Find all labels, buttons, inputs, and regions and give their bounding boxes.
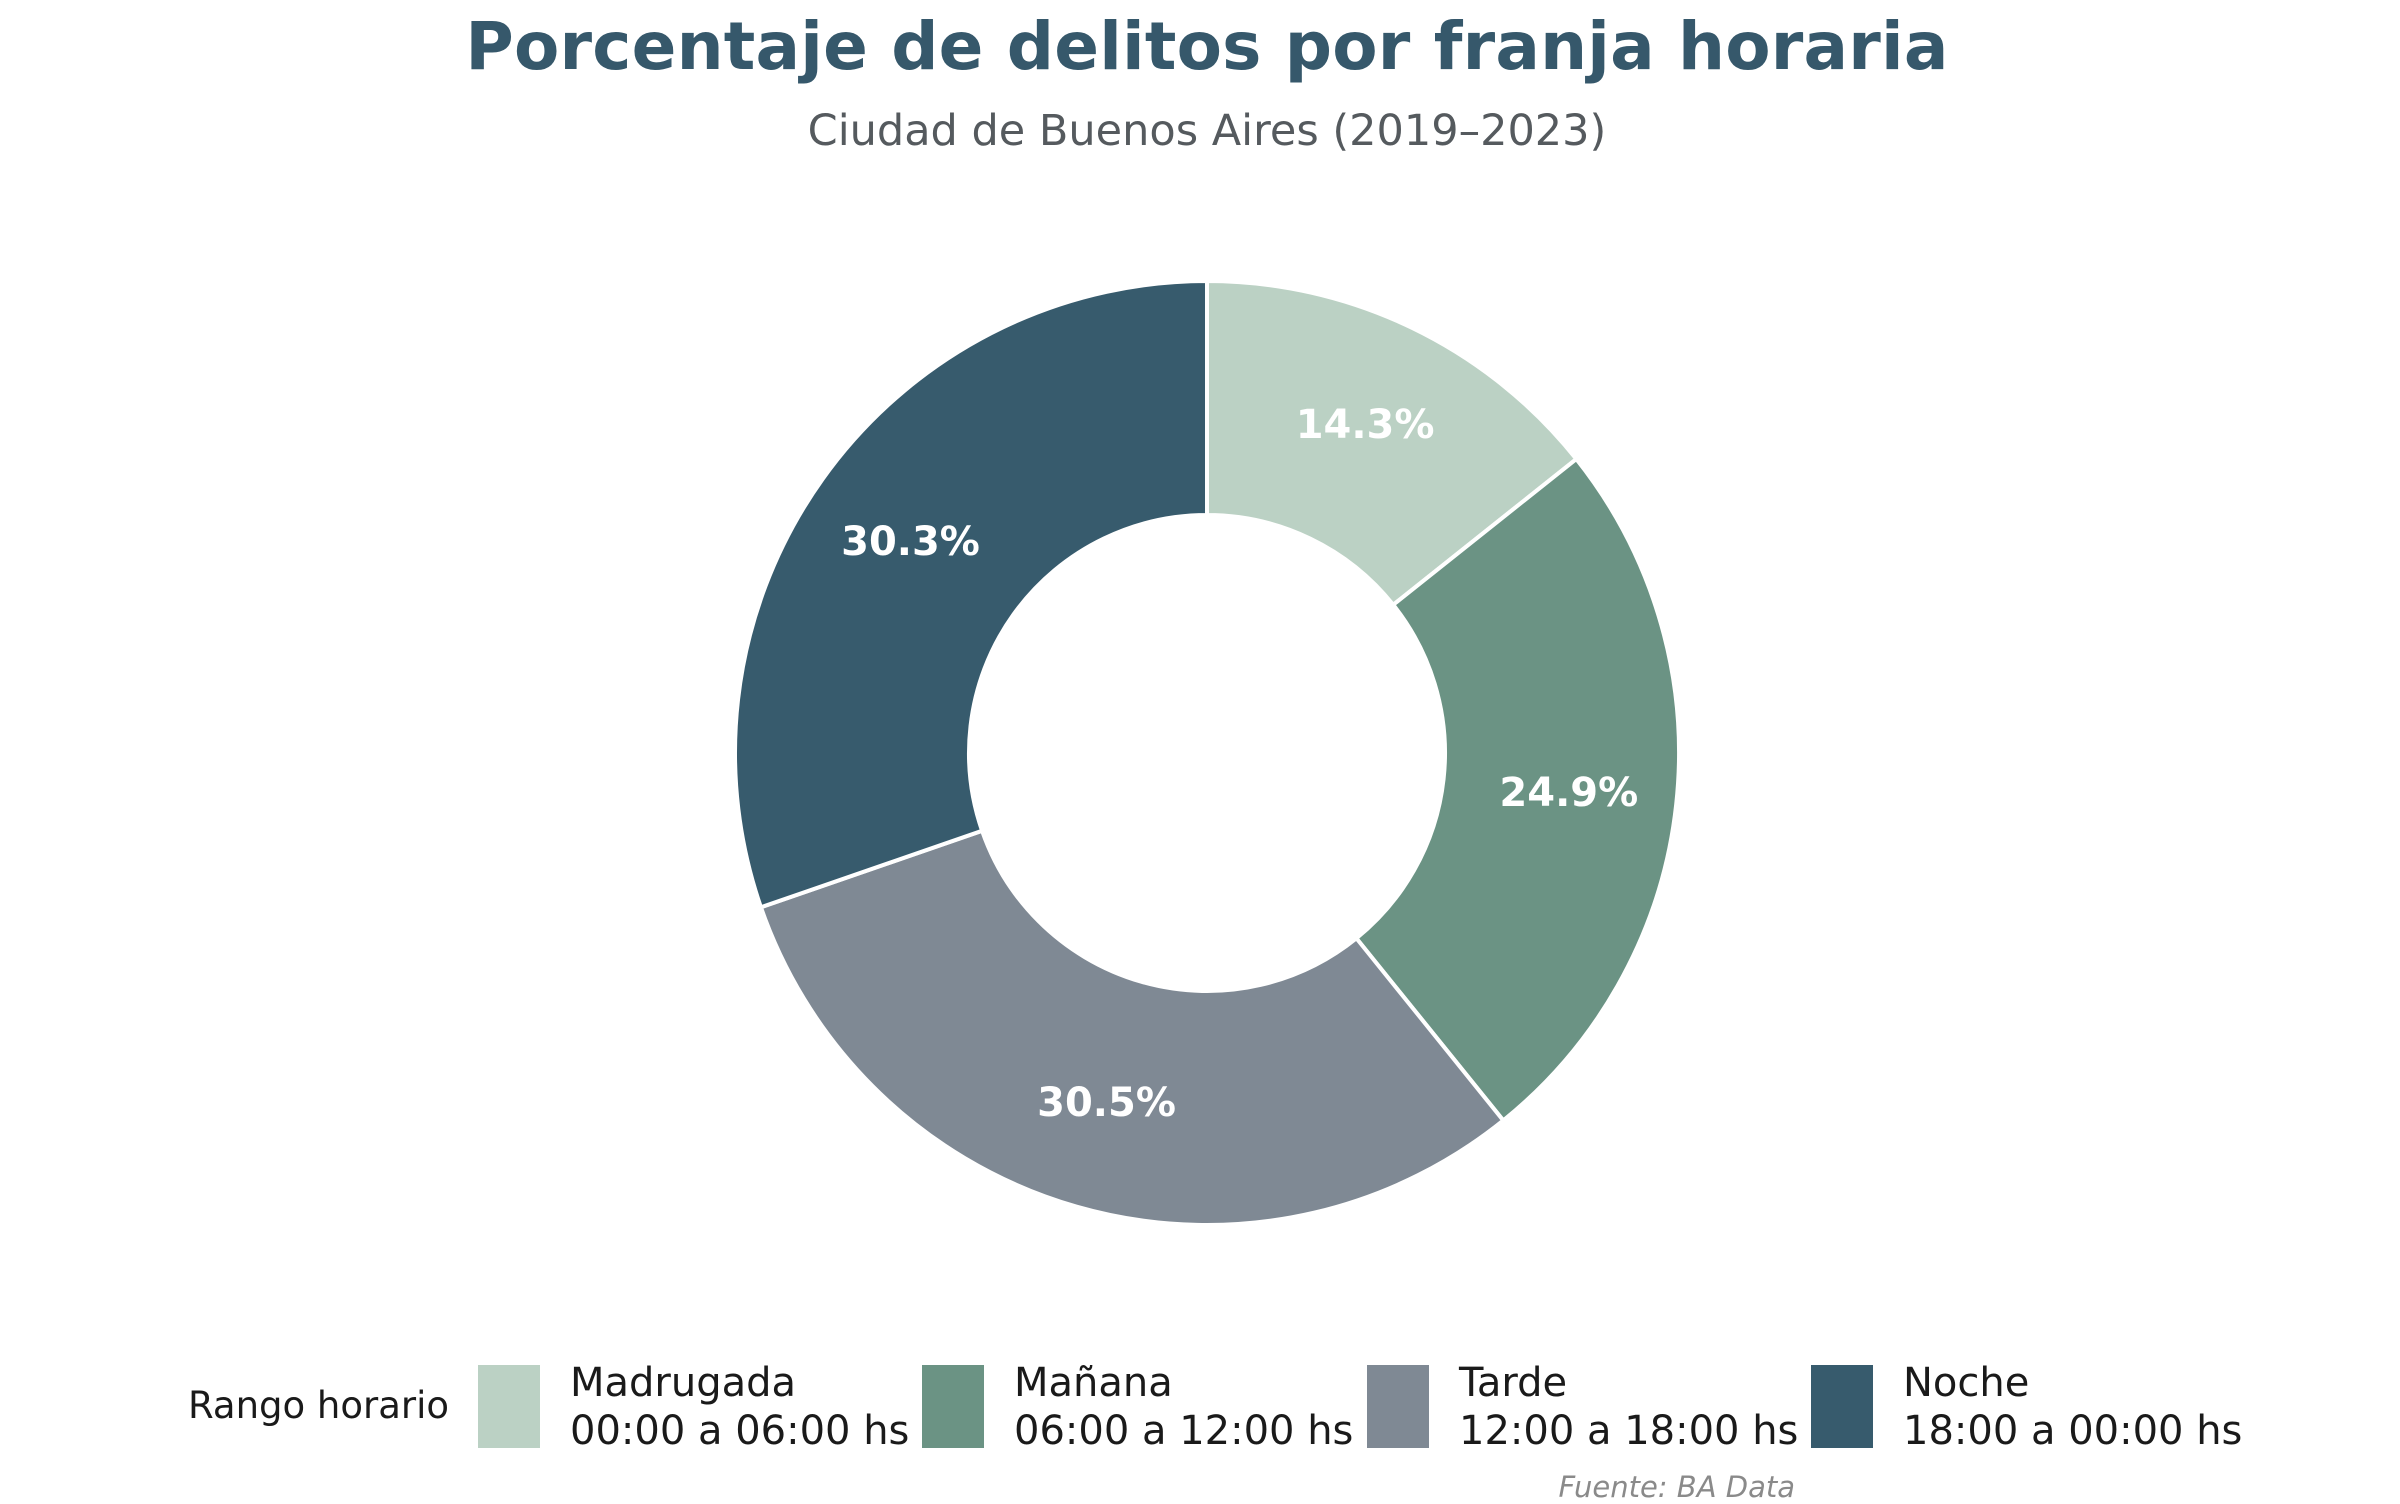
legend-label: Mañana [1014, 1360, 1173, 1406]
legend-swatch [1367, 1365, 1429, 1448]
donut-slice-noche [733, 278, 1209, 910]
legend-range: 00:00 a 06:00 hs [570, 1408, 910, 1454]
legend-swatch [1811, 1365, 1873, 1448]
legend-label: Tarde [1459, 1360, 1568, 1406]
donut-chart: 14.3% 24.9% 30.5% 30.3% [733, 278, 1681, 1227]
slice-label: 30.3% [841, 519, 980, 565]
slice-label: 30.5% [1037, 1080, 1176, 1126]
chart-title: Porcentaje de delitos por franja horaria [465, 8, 1949, 85]
slice-label: 24.9% [1499, 770, 1638, 816]
legend-label: Madrugada [570, 1360, 797, 1406]
legend-swatch [922, 1365, 984, 1448]
donut-slice-manana [1353, 456, 1681, 1124]
legend-range: 18:00 a 00:00 hs [1903, 1408, 2243, 1454]
chart-subtitle: Ciudad de Buenos Aires (2019–2023) [807, 106, 1607, 156]
donut-slice-madrugada [1205, 278, 1580, 608]
donut-slice-tarde [758, 828, 1507, 1227]
legend-range: 12:00 a 18:00 hs [1459, 1408, 1799, 1454]
source-note: Fuente: BA Data [1558, 1470, 1795, 1504]
legend-label: Noche [1903, 1360, 2030, 1406]
slice-label: 14.3% [1296, 402, 1435, 448]
legend-title: Rango horario [188, 1384, 450, 1427]
legend-range: 06:00 a 12:00 hs [1014, 1408, 1354, 1454]
legend-swatch [478, 1365, 540, 1448]
